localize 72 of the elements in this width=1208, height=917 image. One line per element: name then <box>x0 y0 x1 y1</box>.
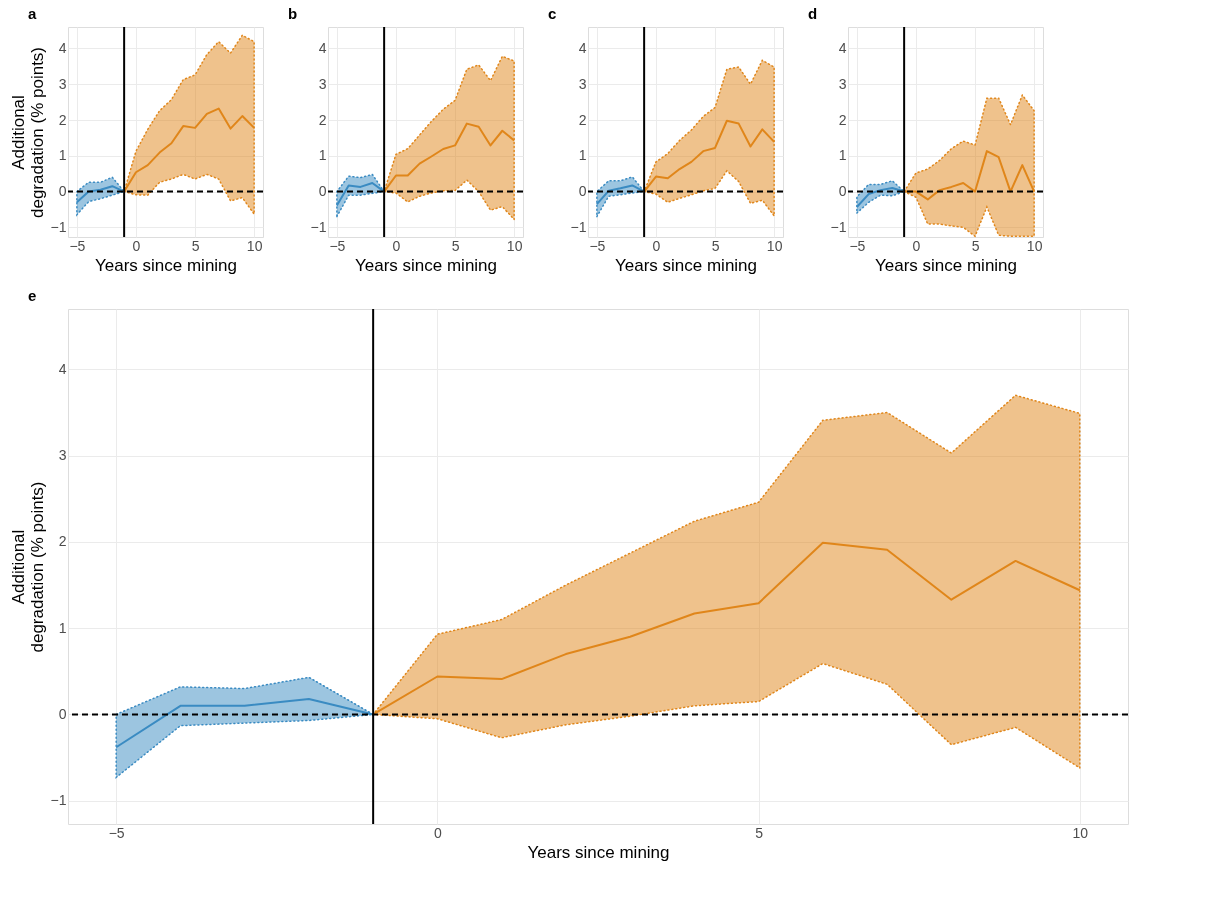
line-series <box>372 541 1081 716</box>
x-tick-label: 0 <box>434 824 442 841</box>
chart-title: b <box>288 5 298 22</box>
y-tick-label: 2 <box>578 111 587 128</box>
x-tick-label: 0 <box>392 237 401 254</box>
y-tick-label: 0 <box>578 183 587 200</box>
y-tick-label: 2 <box>58 111 67 128</box>
y-tick-label: 2 <box>58 533 67 550</box>
y-tick-label: 2 <box>838 111 847 128</box>
y-tick-label: 3 <box>58 75 67 92</box>
x-tick-label: 5 <box>755 824 764 841</box>
x-tick-label: 10 <box>506 237 523 254</box>
y-tick-label: 1 <box>578 147 587 164</box>
y-tick-label: 4 <box>58 39 67 56</box>
chart-title: c <box>548 5 557 22</box>
y-tick-label: 3 <box>318 75 327 92</box>
y-tick-label: −1 <box>570 218 587 235</box>
line-series <box>855 186 906 208</box>
y-tick-label: 4 <box>58 360 67 377</box>
line-series <box>643 119 776 193</box>
y-tick-label: −1 <box>50 218 67 235</box>
x-tick-label: 10 <box>766 237 783 254</box>
x-tick-label: 0 <box>912 237 921 254</box>
y-tick-label: 2 <box>318 111 327 128</box>
y-tick-label: 1 <box>58 147 67 164</box>
line-series <box>123 107 256 193</box>
x-tick-label: 0 <box>132 237 141 254</box>
y-tick-label: −1 <box>830 218 847 235</box>
chart-title: a <box>28 5 37 22</box>
x-axis-title: Years since mining <box>527 842 670 862</box>
x-tick-label: −5 <box>849 237 866 254</box>
y-tick-label: −1 <box>50 792 67 809</box>
line-series <box>903 150 1036 201</box>
x-tick-label: 5 <box>971 237 980 254</box>
x-tick-label: 10 <box>1026 237 1043 254</box>
x-axis-title: Years since mining <box>614 255 758 275</box>
y-tick-label: 0 <box>58 183 67 200</box>
y-tick-label: 1 <box>838 147 847 164</box>
x-tick-label: 5 <box>191 237 200 254</box>
x-axis-title: Years since mining <box>354 255 498 275</box>
x-tick-label: 5 <box>711 237 720 254</box>
chart-title: e <box>28 287 37 304</box>
y-tick-label: 3 <box>838 75 847 92</box>
x-tick-label: −5 <box>589 237 606 254</box>
line-series <box>335 181 386 207</box>
y-tick-label: 1 <box>318 147 327 164</box>
x-tick-label: 10 <box>1072 824 1089 841</box>
x-tick-label: −5 <box>108 824 125 841</box>
line-series <box>595 184 646 206</box>
y-tick-label: −1 <box>310 218 327 235</box>
y-tick-label: 4 <box>838 39 847 56</box>
x-tick-label: 5 <box>451 237 460 254</box>
x-axis-title: Years since mining <box>94 255 238 275</box>
y-axis-title: Additional degradation (% points) <box>8 481 47 653</box>
x-tick-label: −5 <box>69 237 86 254</box>
x-tick-label: 0 <box>652 237 661 254</box>
x-tick-label: 10 <box>246 237 263 254</box>
y-tick-label: 3 <box>578 75 587 92</box>
x-tick-label: −5 <box>329 237 346 254</box>
chart-title: d <box>808 5 818 22</box>
y-tick-label: 0 <box>838 183 847 200</box>
y-tick-label: 4 <box>578 39 587 56</box>
y-axis-title: Additional degradation (% points) <box>8 46 47 219</box>
line-series <box>75 185 126 204</box>
y-tick-label: 0 <box>58 705 67 722</box>
y-tick-label: 1 <box>58 619 67 636</box>
y-tick-label: 3 <box>58 447 67 464</box>
y-tick-label: 0 <box>318 183 327 200</box>
line-series <box>115 697 375 749</box>
x-axis-title: Years since mining <box>874 255 1018 275</box>
line-series <box>383 122 516 193</box>
y-tick-label: 4 <box>318 39 327 56</box>
